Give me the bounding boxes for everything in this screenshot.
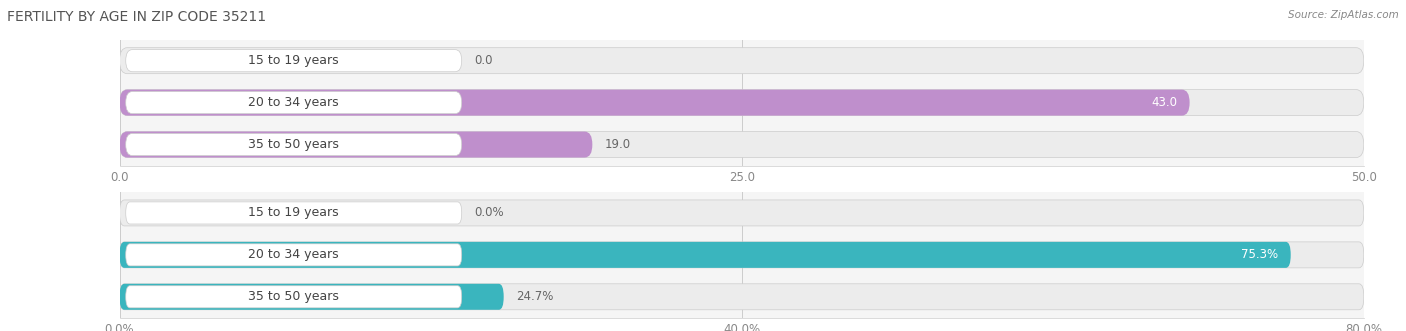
Text: 24.7%: 24.7%	[516, 290, 554, 303]
FancyBboxPatch shape	[125, 92, 461, 114]
FancyBboxPatch shape	[120, 242, 1291, 268]
FancyBboxPatch shape	[125, 244, 461, 266]
FancyBboxPatch shape	[120, 90, 1189, 116]
Text: 20 to 34 years: 20 to 34 years	[249, 96, 339, 109]
Text: 19.0: 19.0	[605, 138, 631, 151]
FancyBboxPatch shape	[125, 133, 461, 156]
Text: 75.3%: 75.3%	[1241, 248, 1278, 261]
FancyBboxPatch shape	[120, 284, 503, 310]
FancyBboxPatch shape	[125, 286, 461, 308]
FancyBboxPatch shape	[125, 50, 461, 72]
Text: 35 to 50 years: 35 to 50 years	[249, 290, 339, 303]
Text: 15 to 19 years: 15 to 19 years	[249, 54, 339, 67]
FancyBboxPatch shape	[120, 131, 1364, 158]
Text: 35 to 50 years: 35 to 50 years	[249, 138, 339, 151]
Text: 15 to 19 years: 15 to 19 years	[249, 207, 339, 219]
FancyBboxPatch shape	[125, 202, 461, 224]
FancyBboxPatch shape	[120, 242, 1364, 268]
Text: 0.0: 0.0	[474, 54, 492, 67]
FancyBboxPatch shape	[120, 131, 592, 158]
FancyBboxPatch shape	[120, 200, 1364, 226]
FancyBboxPatch shape	[120, 90, 1364, 116]
Text: 43.0: 43.0	[1152, 96, 1177, 109]
Text: FERTILITY BY AGE IN ZIP CODE 35211: FERTILITY BY AGE IN ZIP CODE 35211	[7, 10, 266, 24]
Text: Source: ZipAtlas.com: Source: ZipAtlas.com	[1288, 10, 1399, 20]
Text: 0.0%: 0.0%	[474, 207, 503, 219]
FancyBboxPatch shape	[120, 284, 1364, 310]
FancyBboxPatch shape	[120, 48, 1364, 74]
Text: 20 to 34 years: 20 to 34 years	[249, 248, 339, 261]
